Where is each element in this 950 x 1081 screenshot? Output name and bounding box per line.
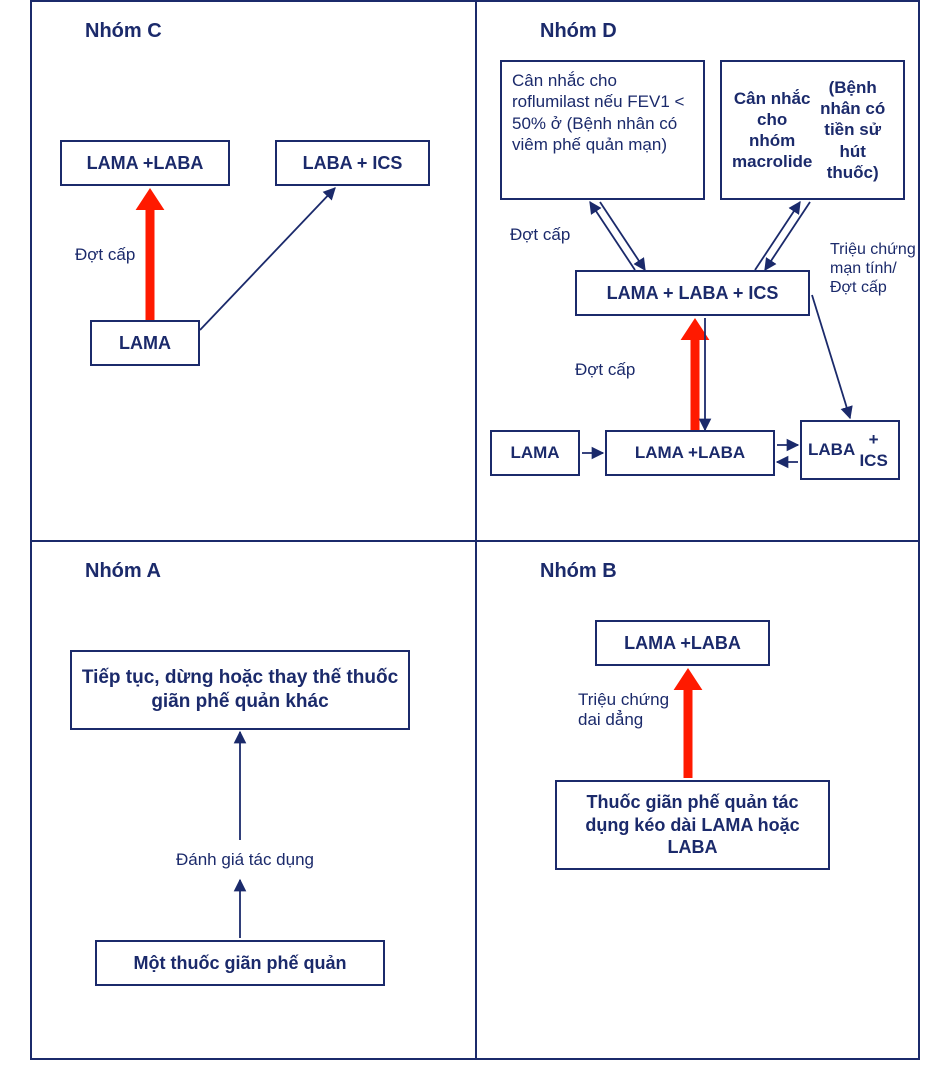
title-group-b: Nhóm B — [540, 560, 617, 583]
vertical-divider — [475, 0, 477, 1060]
node-d-lama-laba: LAMA +LABA — [605, 430, 775, 476]
node-b-long-acting: Thuốc giãn phế quản tác dụng kéo dài LAM… — [555, 780, 830, 870]
title-group-c: Nhóm C — [85, 20, 162, 43]
node-d-triple: LAMA + LABA + ICS — [575, 270, 810, 316]
label-b-trieu-chung: Triệu chứng dai dẳng — [578, 690, 693, 731]
node-a-continue: Tiếp tục, dừng hoặc thay thế thuốc giãn … — [70, 650, 410, 730]
title-group-d: Nhóm D — [540, 20, 617, 43]
label-d-trieu-chung: Triệu chứng mạn tính/Đợt cấp — [830, 240, 920, 298]
node-a-single-broncho: Một thuốc giãn phế quản — [95, 940, 385, 986]
node-d-laba-ics: LABA+ ICS — [800, 420, 900, 480]
label-d-dot-cap-2: Đợt cấp — [575, 360, 665, 380]
node-d-roflumilast: Cân nhắc cho roflumilast nếu FEV1 < 50% … — [500, 60, 705, 200]
label-d-dot-cap-1: Đợt cấp — [510, 225, 600, 245]
node-d-lama: LAMA — [490, 430, 580, 476]
title-group-a: Nhóm A — [85, 560, 161, 583]
node-c-lama-laba: LAMA +LABA — [60, 140, 230, 186]
node-d-macrolide: Cân nhắc cho nhóm macrolide(Bệnh nhân có… — [720, 60, 905, 200]
label-a-danh-gia: Đánh giá tác dụng — [145, 850, 345, 870]
node-c-laba-ics: LABA + ICS — [275, 140, 430, 186]
horizontal-divider — [30, 540, 920, 542]
label-c-dot-cap: Đợt cấp — [75, 245, 165, 265]
node-b-lama-laba: LAMA +LABA — [595, 620, 770, 666]
diagram-canvas: Nhóm C Nhóm D Nhóm A Nhóm B LAMA +LABA L… — [0, 0, 950, 1081]
node-c-lama: LAMA — [90, 320, 200, 366]
